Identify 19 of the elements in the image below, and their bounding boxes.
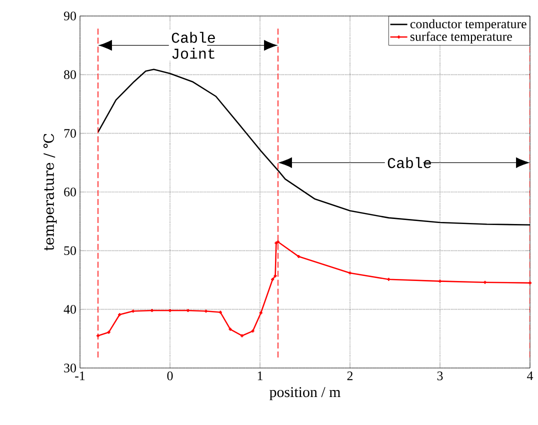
x-tick-label: 0 xyxy=(167,372,173,380)
y-tick-label: 60 xyxy=(64,188,76,196)
y-tick-label: 70 xyxy=(64,128,76,138)
x-axis-title: position / m xyxy=(270,387,340,400)
legend-label: surface temperature xyxy=(410,32,512,44)
annotation: Cable xyxy=(388,157,431,168)
x-tick-label: 4 xyxy=(527,372,534,380)
y-tick-label: 40 xyxy=(64,304,76,314)
legend-label: conductor temperature xyxy=(410,19,526,31)
x-tick-label: -1 xyxy=(75,372,85,380)
y-axis-title: temperature / ℃ xyxy=(43,134,57,251)
x-tick-label: 3 xyxy=(437,372,443,380)
x-tick-label: 1 xyxy=(258,372,262,380)
annotation: Cable Joint xyxy=(172,32,215,59)
y-tick-label: 80 xyxy=(64,70,76,80)
y-tick-label: 30 xyxy=(64,364,76,372)
x-tick-label: 2 xyxy=(347,372,353,380)
y-tick-label: 90 xyxy=(64,12,76,20)
y-tick-label: 50 xyxy=(64,246,76,256)
